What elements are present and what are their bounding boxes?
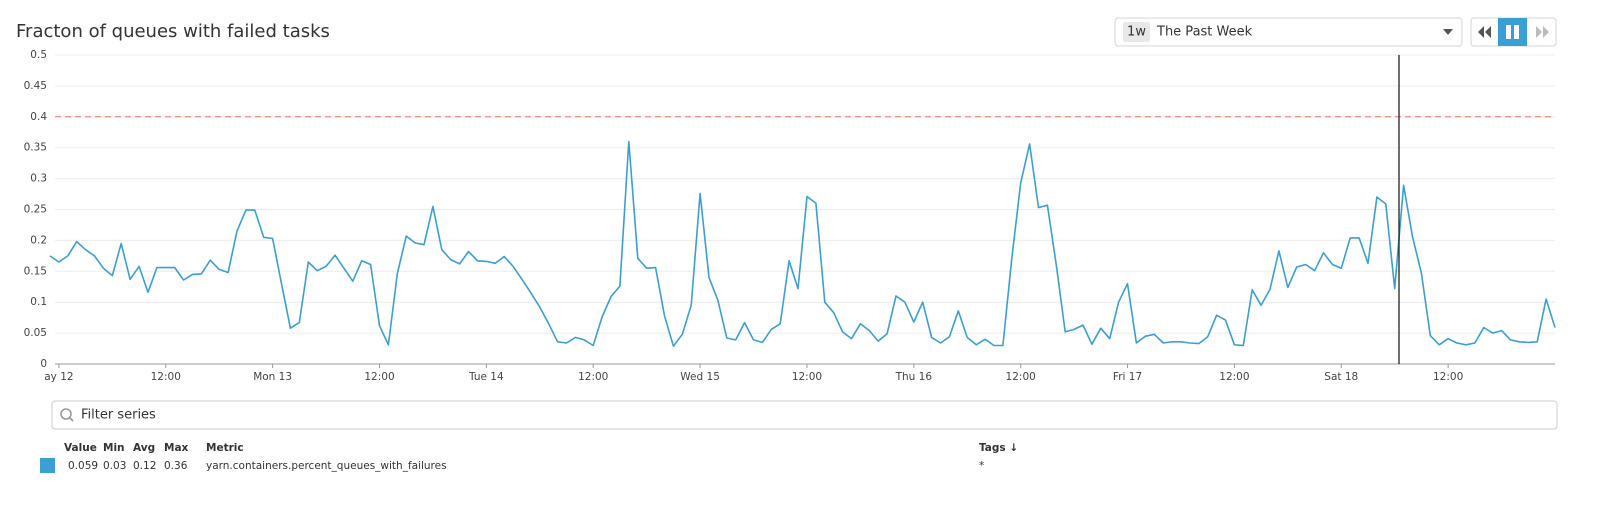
y-tick-label: 0.45 [24, 80, 47, 92]
chart-title: Fracton of queues with failed tasks [16, 21, 330, 42]
y-tick-label: 0.5 [30, 49, 47, 61]
legend-table: Value Min Avg Max Metric Tags ↓ 0.059 0.03 0.12 0… [40, 442, 1018, 473]
y-tick-label: 0 [40, 358, 47, 370]
legend-header: Min [103, 442, 125, 454]
series-line [49, 140, 1556, 347]
legend-header: Metric [206, 442, 244, 454]
timeframe-selector[interactable]: 1w The Past Week [1114, 17, 1463, 47]
timeframe-short: 1w [1127, 25, 1146, 40]
timeframe-chip [1123, 22, 1150, 42]
playback-controls [1470, 17, 1557, 47]
dropdown-caret [1443, 29, 1453, 35]
x-tick-label: ay 12 [44, 371, 73, 383]
rewind-icon [1478, 26, 1491, 38]
x-tick-label: 12:00 [1219, 371, 1249, 383]
y-tick-label: 0.05 [24, 327, 47, 339]
x-tick-label: Mon 13 [253, 371, 292, 383]
legend-cell: 0.059 [68, 460, 98, 472]
x-tick-label: 12:00 [578, 371, 608, 383]
legend-header: Avg [133, 442, 155, 454]
y-tick-label: 0.25 [24, 204, 47, 216]
x-tick-label: Tue 14 [468, 371, 504, 383]
y-tick-label: 0.4 [30, 111, 47, 123]
plot-area: 0 0.05 0.1 0.15 0.2 0.25 0.3 0.35 0.4 0.45 0.5 ay 1… [24, 49, 1556, 383]
legend-cell: 0.36 [164, 460, 188, 472]
pause-button[interactable] [1498, 18, 1527, 46]
search-icon [68, 416, 74, 422]
x-tick-label: Thu 16 [895, 371, 933, 383]
y-tick-label: 0.15 [24, 265, 47, 277]
x-tick-label: 12:00 [1433, 371, 1463, 383]
x-tick-label: 12:00 [792, 371, 822, 383]
search-icon [60, 408, 72, 420]
x-tick-label: Fri 17 [1113, 371, 1142, 383]
legend-swatch [40, 458, 55, 473]
legend-header: Value [64, 442, 97, 454]
legend-header: Max [164, 442, 189, 454]
forward-icon [1536, 26, 1549, 38]
legend-cell: 0.12 [133, 460, 156, 472]
legend-cell: * [979, 460, 984, 472]
x-tick-label: 12:00 [1006, 371, 1036, 383]
legend-cell: yarn.containers.percent_queues_with_fail… [206, 460, 447, 472]
forward-button[interactable] [1536, 26, 1549, 38]
legend-header: Tags ↓ [979, 442, 1018, 454]
y-tick-label: 0.2 [30, 234, 47, 246]
selector-box[interactable] [1114, 17, 1463, 47]
y-tick-label: 0.1 [30, 296, 47, 308]
rewind-button[interactable] [1478, 26, 1491, 38]
filter-placeholder: Filter series [81, 408, 156, 423]
pause-icon [1506, 25, 1511, 39]
x-tick-label: Sat 18 [1324, 371, 1358, 383]
filter-input[interactable] [51, 400, 1558, 430]
legend-cell: 0.03 [103, 460, 126, 472]
y-tick-label: 0.3 [30, 173, 47, 185]
y-tick-label: 0.35 [24, 142, 47, 154]
x-tick-label: 12:00 [364, 371, 394, 383]
x-tick-label: Wed 15 [680, 371, 720, 383]
timeframe-label: The Past Week [1156, 25, 1253, 40]
x-tick-label: 12:00 [151, 371, 181, 383]
pause-icon [1514, 25, 1519, 39]
